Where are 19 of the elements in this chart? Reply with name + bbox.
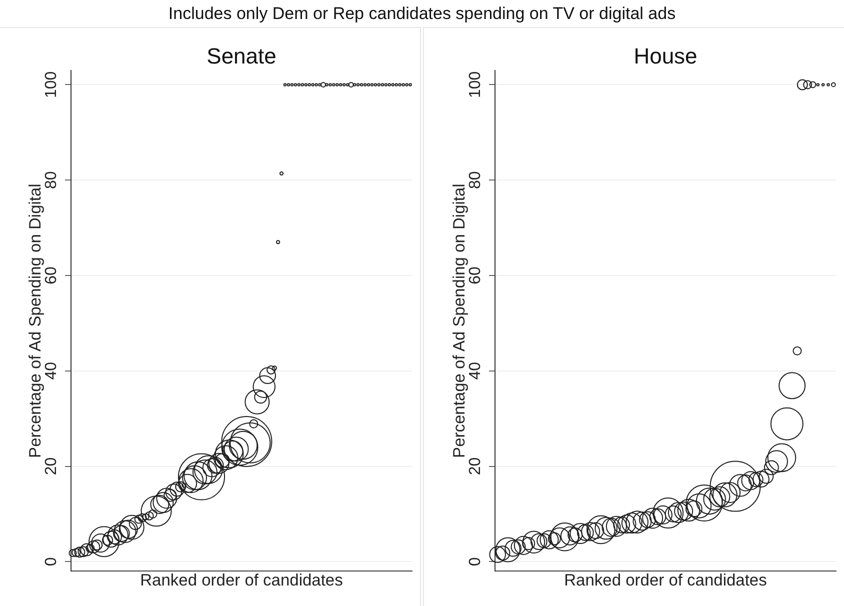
y-tick-label: 0 xyxy=(467,557,484,566)
chart-title: Senate xyxy=(206,43,276,68)
text: Includes only Dem or Rep candidates spending on TV or digital ads xyxy=(168,4,676,23)
y-tick-label: 100 xyxy=(43,71,60,98)
y-tick-label: 60 xyxy=(43,266,60,284)
y-tick-label: 60 xyxy=(467,266,484,284)
y-tick-label: 80 xyxy=(43,171,60,189)
x-axis-title: Ranked order of candidates xyxy=(140,572,343,590)
y-tick-label: 80 xyxy=(467,171,484,189)
chart-title: House xyxy=(634,43,698,68)
y-axis-title: Percentage of Ad Spending on Digital xyxy=(450,184,468,458)
y-tick-label: 20 xyxy=(43,457,60,476)
y-axis-title: Percentage of Ad Spending on Digital xyxy=(26,184,44,458)
y-tick-label: 100 xyxy=(467,71,484,98)
y-tick-label: 20 xyxy=(467,457,484,476)
y-tick-label: 40 xyxy=(43,362,60,380)
y-tick-label: 0 xyxy=(43,557,60,566)
x-axis-title: Ranked order of candidates xyxy=(564,572,767,590)
y-tick-label: 40 xyxy=(467,362,484,380)
